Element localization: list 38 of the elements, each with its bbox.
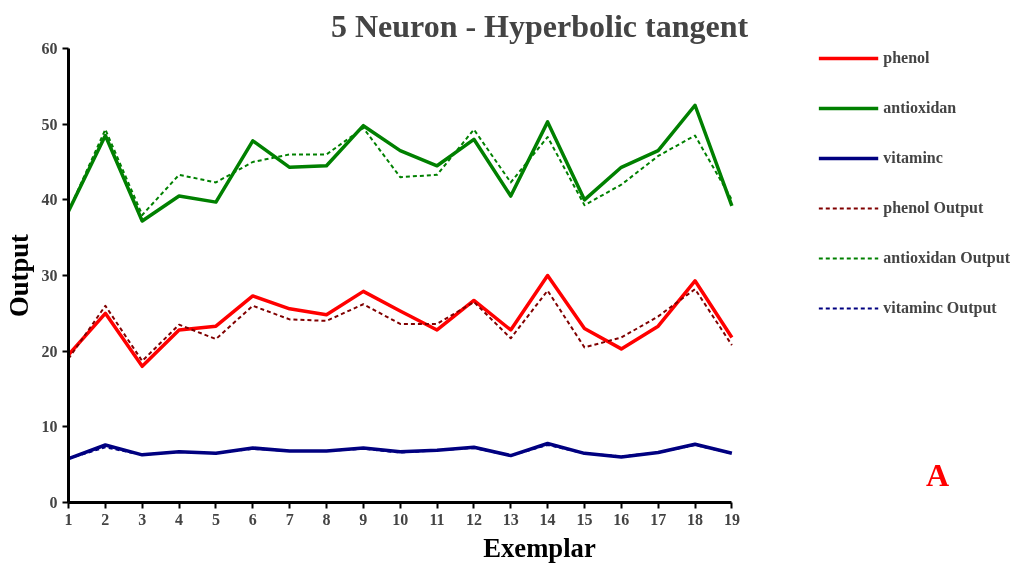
x-tick-label: 14 (539, 510, 556, 528)
y-tick-label: 0 (49, 494, 58, 511)
legend-label: vitaminc Output (883, 299, 997, 317)
x-tick-label: 18 (687, 510, 704, 528)
y-tick-label: 40 (41, 191, 58, 209)
line-series (68, 273, 734, 369)
x-tick-label: 3 (138, 510, 147, 528)
y-tick-label: 30 (41, 267, 58, 284)
y-tick-label: 60 (41, 40, 58, 57)
x-tick-label: 5 (211, 510, 220, 528)
x-tick-label: 8 (322, 510, 331, 528)
x-tick-label: 9 (359, 510, 368, 528)
x-tick-label: 7 (285, 510, 294, 528)
x-tick-label: 10 (392, 510, 409, 528)
x-tick-label: 15 (576, 510, 593, 528)
x-tick-label: 12 (465, 510, 482, 528)
legend-label: antioxidan (883, 99, 957, 117)
legend-label: phenol (883, 49, 930, 67)
y-tick-label: 10 (41, 418, 58, 436)
x-tick-label: 17 (650, 510, 667, 528)
x-tick-label: 19 (723, 510, 740, 528)
legend-label: vitaminc (883, 149, 943, 167)
legend-label: antioxidan Output (883, 249, 1010, 267)
text: A (925, 456, 950, 493)
x-tick-label: 11 (429, 510, 445, 528)
x-tick-label: 1 (64, 510, 73, 528)
x-tick-label: 4 (175, 510, 184, 528)
x-axis-title: Exemplar (483, 532, 596, 563)
legend-label: phenol Output (883, 199, 984, 217)
chart-title: 5 Neuron - Hyperbolic tangent (330, 7, 749, 44)
x-tick-label: 16 (613, 510, 630, 528)
y-tick-label: 20 (41, 342, 58, 360)
y-axis-title: Output (3, 233, 34, 317)
y-tick-label: 50 (41, 115, 58, 133)
x-tick-label: 6 (248, 510, 257, 528)
line-series (68, 288, 733, 362)
x-tick-label: 2 (101, 510, 110, 528)
x-tick-label: 13 (502, 510, 519, 528)
